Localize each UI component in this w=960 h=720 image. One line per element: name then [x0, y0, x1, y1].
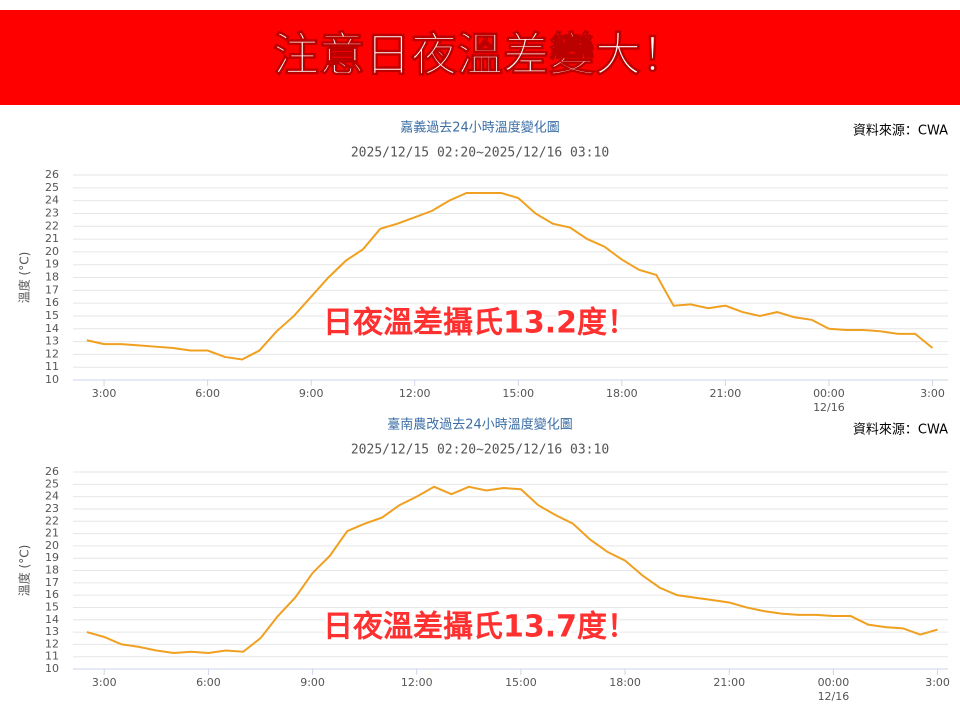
- y-tick-label: 25: [45, 181, 59, 194]
- x-tick-label: 3:00: [92, 387, 117, 400]
- x-tick-sublabel: 12/16: [818, 690, 850, 703]
- x-tick-label: 21:00: [710, 387, 742, 400]
- y-tick-label: 18: [45, 564, 59, 577]
- x-tick-label: 3:00: [925, 676, 950, 689]
- y-tick-label: 12: [45, 347, 59, 360]
- y-tick-label: 25: [45, 477, 59, 490]
- y-tick-label: 26: [45, 465, 59, 478]
- x-tick-label: 18:00: [606, 387, 638, 400]
- y-tick-label: 19: [45, 551, 59, 564]
- y-tick-label: 10: [45, 662, 59, 675]
- temperature-line: [86, 191, 934, 361]
- y-tick-label: 12: [45, 637, 59, 650]
- annotation: 日夜溫差攝氏13.7度！: [323, 610, 637, 645]
- y-tick-label: 15: [45, 309, 59, 322]
- x-tick-label: 00:00: [818, 676, 850, 689]
- x-tick-label: 18:00: [609, 676, 641, 689]
- x-tick-label: 9:00: [300, 676, 325, 689]
- chart-subtitle: 2025/12/15 02:20~2025/12/16 03:10: [351, 146, 609, 161]
- y-tick-label: 20: [45, 539, 59, 552]
- y-tick-label: 16: [45, 588, 59, 601]
- y-tick-label: 23: [45, 206, 59, 219]
- y-tick-label: 23: [45, 502, 59, 515]
- x-tick-sublabel: 12/16: [813, 401, 845, 414]
- y-tick-label: 21: [45, 527, 59, 540]
- x-tick-label: 15:00: [502, 387, 534, 400]
- y-tick-label: 10: [45, 373, 59, 386]
- y-axis-label: 溫度 (°C): [17, 545, 32, 597]
- y-tick-label: 18: [45, 271, 59, 284]
- data-source: 資料來源：CWA: [853, 124, 948, 139]
- annotation: 日夜溫差攝氏13.2度！: [323, 306, 637, 341]
- x-tick-label: 9:00: [299, 387, 324, 400]
- y-tick-label: 22: [45, 514, 59, 527]
- y-tick-label: 11: [45, 650, 59, 663]
- x-tick-label: 3:00: [92, 676, 117, 689]
- x-tick-label: 12:00: [401, 676, 433, 689]
- banner-title: 注意日夜溫差變大！: [273, 28, 687, 82]
- y-tick-label: 24: [45, 490, 59, 503]
- y-tick-label: 19: [45, 258, 59, 271]
- y-tick-label: 16: [45, 296, 59, 309]
- y-tick-label: 26: [45, 168, 59, 181]
- y-tick-label: 24: [45, 194, 59, 207]
- chart-title: 臺南農改過去24小時溫度變化圖: [387, 417, 573, 433]
- x-tick-label: 12:00: [399, 387, 431, 400]
- banner: [0, 10, 960, 105]
- y-axis-label: 溫度 (°C): [17, 252, 32, 304]
- chart-title: 嘉義過去24小時溫度變化圖: [400, 120, 560, 136]
- y-tick-label: 22: [45, 219, 59, 232]
- y-tick-label: 20: [45, 245, 59, 258]
- y-tick-label: 14: [45, 613, 59, 626]
- y-tick-label: 15: [45, 600, 59, 613]
- y-tick-label: 11: [45, 360, 59, 373]
- y-tick-label: 13: [45, 625, 59, 638]
- y-tick-label: 14: [45, 322, 59, 335]
- y-tick-label: 21: [45, 232, 59, 245]
- y-tick-label: 13: [45, 335, 59, 348]
- x-tick-label: 6:00: [195, 387, 220, 400]
- chart-subtitle: 2025/12/15 02:20~2025/12/16 03:10: [351, 443, 609, 458]
- data-source: 資料來源：CWA: [853, 423, 948, 438]
- x-tick-label: 6:00: [196, 676, 221, 689]
- y-tick-label: 17: [45, 576, 59, 589]
- temperature-line: [86, 485, 938, 654]
- x-tick-label: 21:00: [713, 676, 745, 689]
- x-tick-label: 15:00: [505, 676, 537, 689]
- y-tick-label: 17: [45, 283, 59, 296]
- x-tick-label: 3:00: [920, 387, 945, 400]
- x-tick-label: 00:00: [813, 387, 845, 400]
